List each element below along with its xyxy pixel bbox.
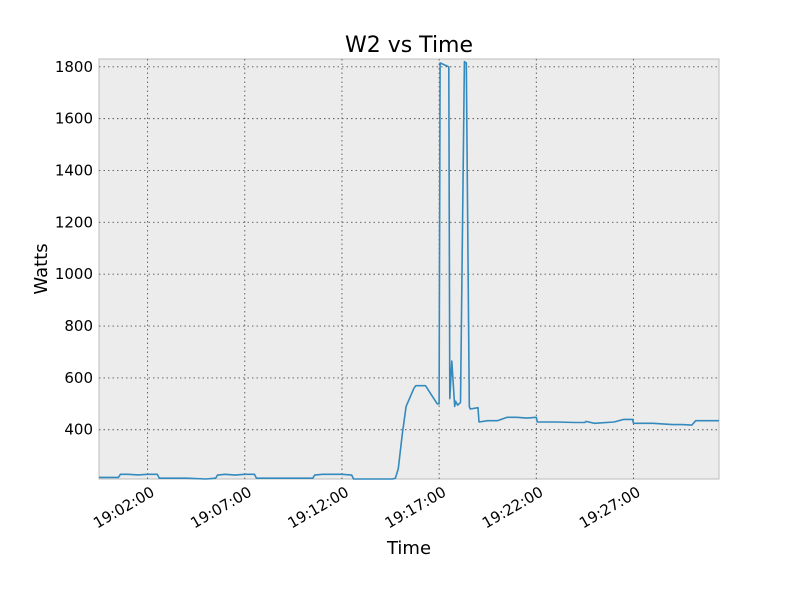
x-axis-ticks: 19:02:00 19:07:00 19:12:00 19:17:00 19:22:00…: [90, 483, 643, 532]
x-tick-label: 19:07:00: [187, 483, 254, 532]
y-tick-label: 1800: [55, 58, 93, 76]
x-tick-label: 19:02:00: [90, 483, 157, 532]
y-tick-label: 400: [64, 421, 93, 439]
series-line-w2: [99, 60, 719, 480]
y-tick-label: 1000: [55, 265, 93, 283]
y-tick-label: 600: [64, 369, 93, 387]
chart-title: W2 vs Time: [345, 33, 473, 58]
y-tick-label: 1400: [55, 161, 93, 179]
series-layer: [99, 60, 719, 480]
x-tick-label: 19:17:00: [382, 483, 449, 532]
x-tick-label: 19:12:00: [285, 483, 352, 532]
plot-area: [98, 58, 720, 480]
y-tick-label: 1200: [55, 213, 93, 231]
y-axis-label: Watts: [31, 243, 52, 294]
y-axis-ticks: 400 600 800 1000 1200 1400 1600 1800: [55, 58, 93, 439]
x-tick-label: 19:22:00: [479, 483, 546, 532]
y-tick-label: 800: [64, 317, 93, 335]
x-tick-label: 19:27:00: [576, 483, 643, 532]
y-tick-label: 1600: [55, 110, 93, 128]
x-axis-label: Time: [386, 538, 431, 559]
